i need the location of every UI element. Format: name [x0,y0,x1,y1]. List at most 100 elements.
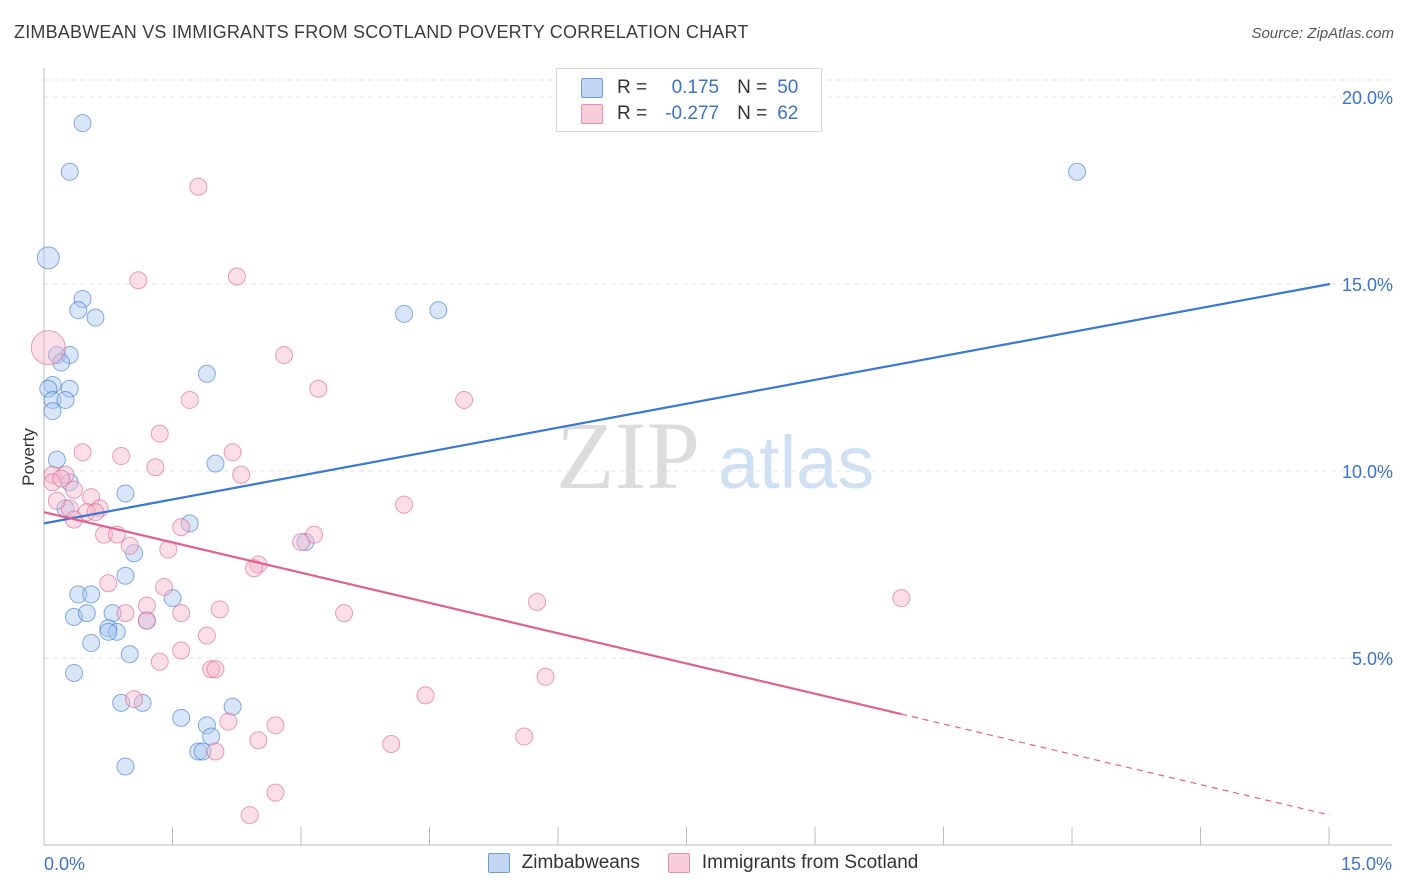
scotland-point [266,783,285,802]
zimbabwean-point [172,708,191,727]
legend-row-zimbabweans: R = 0.175 N = 50 [581,76,798,100]
scotland-point [395,495,414,514]
scotland-point [30,330,66,366]
scotland-point [223,443,242,462]
zimbabwean-point [82,585,101,604]
scotland-point [150,424,169,443]
scotland-point [275,346,294,365]
zimbabwean-point [86,308,105,327]
legend-label-scotland: Immigrants from Scotland [701,852,919,873]
scotland-point [73,443,92,462]
scotland-point [43,473,62,492]
zimbabwean-point [39,379,58,398]
zimbabwean-point [103,604,122,623]
zimbabwean-point [73,289,92,308]
scotland-point [52,469,71,488]
zimbabwean-point [116,566,135,585]
scotland-legend-swatch [667,853,690,873]
zimbabwean-point [197,364,216,383]
legend-item-zimbabweans: Zimbabweans [487,852,640,874]
scotland-point [197,626,216,645]
zimbabwean-point [429,301,448,320]
scotland-point [219,712,238,731]
scotland-point [416,686,435,705]
scotland-point [227,267,246,286]
scotland-point [232,465,251,484]
zimbabwean-point [99,622,118,641]
scotland-point [172,518,191,537]
y-tick-label: 15.0% [1342,275,1393,295]
zimbabwean-point [52,353,71,372]
scotland-point [382,735,401,754]
scotland-point [137,611,156,630]
legend-label-zimbabweans: Zimbabweans [521,852,640,873]
zimbabwean-point [77,604,96,623]
scotland-point [245,559,264,578]
zimbabwean-point [36,246,60,270]
scotland-point [455,390,474,409]
scotland-point [155,577,174,596]
scotland-point [180,390,199,409]
zimbabweans-legend-swatch [487,853,510,873]
scotland-trend-line [43,511,902,716]
scotland-point [240,806,259,825]
scotland-point [189,177,208,196]
scotland-point [43,465,62,484]
scotland-point [206,742,225,761]
r-label: R = [617,103,648,124]
scotland-trend-extension [901,713,1331,816]
r-value: 0.175 [671,77,720,98]
scotland-point [125,690,144,709]
scotland-point [172,604,191,623]
watermark-atlas: atlas [718,421,874,504]
scotland-point [99,574,118,593]
zimbabwean-point [116,757,135,776]
scotland-point [129,271,148,290]
scotland-point [527,592,546,611]
zimbabwean-trend-line [43,282,1331,525]
scotland-point [536,667,555,686]
zimbabwean-point [65,663,84,682]
zimbabwean-point [73,114,92,133]
source-label: Source: ZipAtlas.com [1251,25,1394,42]
scotland-point [112,447,131,466]
n-label: N = [737,103,768,124]
zimbabwean-point [1068,162,1087,181]
scotland-point [116,604,135,623]
scotland-point [172,641,191,660]
zimbabwean-point [56,390,75,409]
scotland-point [292,533,311,552]
zimbabwean-point [133,693,152,712]
legend-row-scotland: R = -0.277 N = 62 [581,102,798,126]
y-tick-label: 5.0% [1352,649,1393,669]
zimbabwean-point [99,619,118,638]
r-value: -0.277 [665,103,720,124]
zimbabwean-point [43,402,62,421]
legend-item-scotland: Immigrants from Scotland [667,852,919,874]
y-tick-label: 10.0% [1342,462,1393,482]
zimbabwean-point [395,304,414,323]
zimbabwean-point [47,450,66,469]
x-tick-label: 15.0% [1341,854,1392,874]
scotland-point [150,652,169,671]
scotland-point [266,716,285,735]
series-legend: Zimbabweans Immigrants from Scotland [0,852,1406,874]
r-label: R = [617,77,648,98]
scotland-point [892,589,911,608]
zimbabwean-point [193,742,212,761]
scotland-point [206,660,225,679]
x-tick-label: 0.0% [44,854,85,874]
zimbabwean-point [202,727,221,746]
y-axis-label: Poverty [19,428,38,486]
scotland-swatch [581,104,603,124]
scotland-point [515,727,534,746]
watermark-zip: ZIP [556,402,700,509]
scotland-point [309,379,328,398]
scotland-point [137,596,156,615]
y-tick-label: 20.0% [1342,88,1393,108]
scotland-point [47,491,66,510]
zimbabwean-point [60,379,79,398]
n-value: 62 [777,103,799,124]
zimbabwean-point [69,301,88,320]
chart-title: ZIMBABWEAN VS IMMIGRANTS FROM SCOTLAND P… [14,22,749,42]
